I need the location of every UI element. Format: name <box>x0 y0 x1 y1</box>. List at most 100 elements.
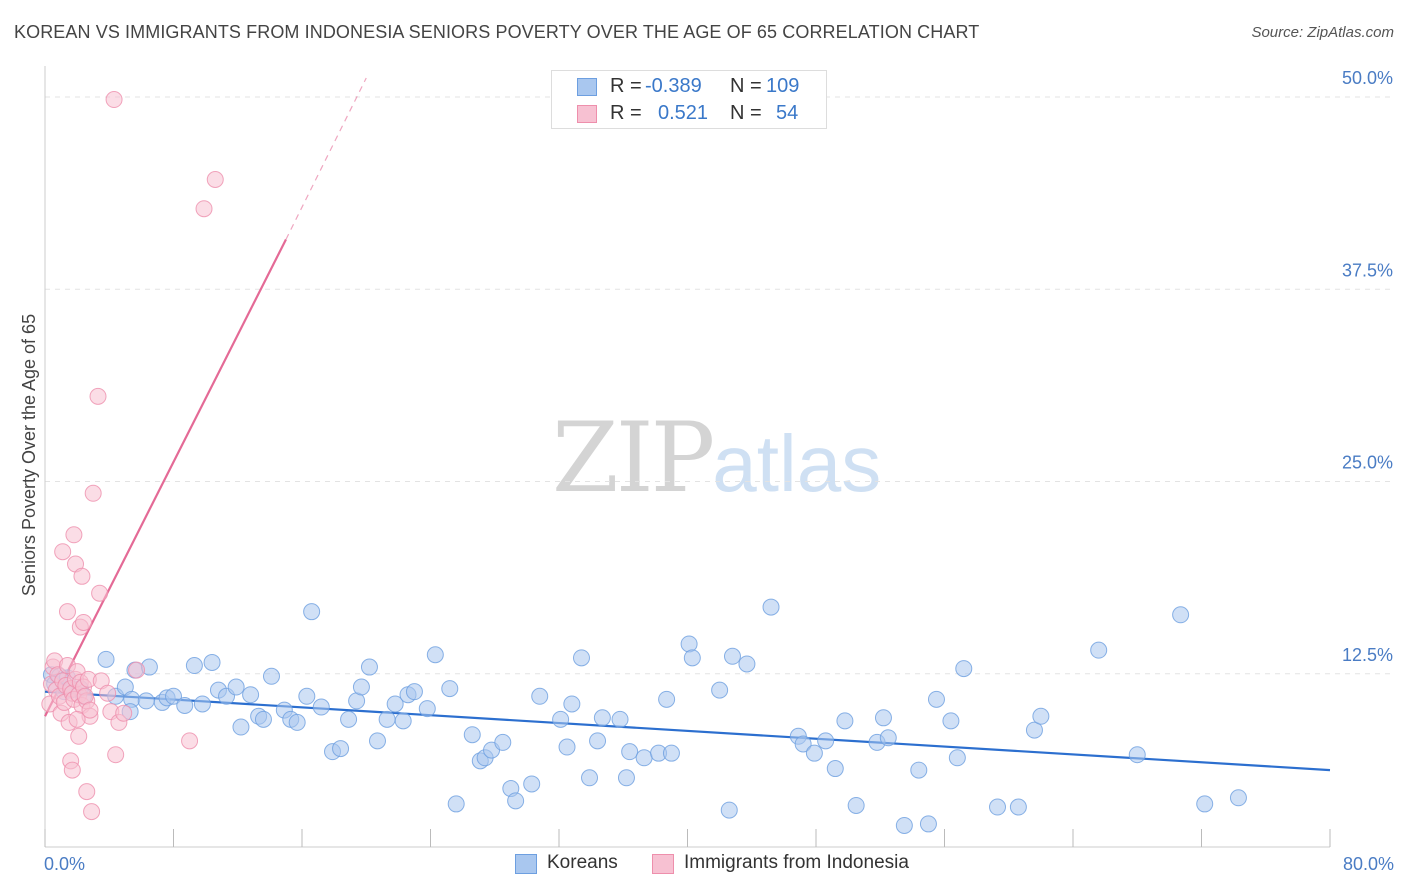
korean-trend-line <box>44 690 1331 772</box>
korean-point <box>463 726 481 744</box>
indonesia-trend-line <box>44 238 287 717</box>
korean-point <box>441 680 459 698</box>
koreans-legend-swatch <box>515 854 537 874</box>
koreans-swatch <box>577 78 597 96</box>
korean-point <box>340 710 358 728</box>
indonesia-point <box>81 701 99 719</box>
x-tick-label: 80.0% <box>1343 854 1394 874</box>
stats-row-indonesia: R = 0.521 N = 54 <box>552 101 826 127</box>
korean-point <box>426 646 444 664</box>
stats-row-koreans: R = -0.389 N = 109 <box>552 74 826 100</box>
y-axis-label: Seniors Poverty Over the Age of 65 <box>19 314 39 596</box>
indonesia-point <box>206 171 224 189</box>
indonesia-point <box>73 567 91 585</box>
y-tick-label: 50.0% <box>1342 68 1393 88</box>
korean-point <box>910 761 928 779</box>
korean-point <box>955 660 973 678</box>
korean-point <box>720 801 738 819</box>
korean-point <box>352 678 370 696</box>
korean-point <box>563 695 581 713</box>
korean-point <box>805 744 823 762</box>
indonesia-point <box>63 761 81 779</box>
indonesia-point <box>91 584 109 602</box>
korean-point <box>507 792 525 810</box>
indonesia-point <box>58 603 76 621</box>
korean-point <box>394 712 412 730</box>
korean-point <box>242 686 260 704</box>
korean-point <box>662 744 680 762</box>
indonesia-swatch <box>577 105 597 123</box>
korean-point <box>989 798 1007 816</box>
n-value: 109 <box>766 75 800 97</box>
korean-point <box>817 732 835 750</box>
korean-point <box>232 718 250 736</box>
watermark-atlas: atlas <box>712 419 882 508</box>
korean-point <box>447 795 465 813</box>
korean-point <box>611 710 629 728</box>
indonesia-point <box>128 661 146 679</box>
korean-point <box>847 796 865 814</box>
korean-point <box>1009 798 1027 816</box>
korean-point <box>386 695 404 713</box>
korean-point <box>879 729 897 747</box>
korean-point <box>298 687 316 705</box>
indonesia-point <box>89 387 107 405</box>
korean-point <box>826 760 844 778</box>
indonesia-point <box>65 526 83 544</box>
korean-point <box>552 710 570 728</box>
korean-point <box>621 743 639 761</box>
korean-point <box>193 695 211 713</box>
indonesia-point <box>195 200 213 218</box>
korean-point <box>762 598 780 616</box>
korean-point <box>1128 746 1146 764</box>
korean-point <box>658 690 676 708</box>
legend-label: Immigrants from Indonesia <box>684 852 909 873</box>
indonesia-legend-swatch <box>652 854 674 874</box>
korean-point <box>572 649 590 667</box>
indonesia-point <box>75 613 93 631</box>
korean-point <box>203 653 221 671</box>
indonesia-point <box>54 543 72 561</box>
korean-point <box>1032 707 1050 725</box>
indonesia-point <box>181 732 199 750</box>
indonesia-point <box>99 684 117 702</box>
indonesia-point <box>84 484 102 502</box>
korean-point <box>1196 795 1214 813</box>
chart-title: KOREAN VS IMMIGRANTS FROM INDONESIA SENI… <box>14 22 980 42</box>
korean-point <box>948 749 966 767</box>
korean-point <box>185 657 203 675</box>
korean-point <box>617 769 635 787</box>
korean-point <box>332 740 350 758</box>
r-value: -0.389 <box>645 75 702 97</box>
indonesia-trend-extension <box>285 77 367 240</box>
korean-point <box>227 678 245 696</box>
korean-point <box>927 690 945 708</box>
korean-point <box>312 698 330 716</box>
indonesia-point <box>107 746 125 764</box>
korean-point <box>97 650 115 668</box>
korean-point <box>494 733 512 751</box>
n-label: N = <box>730 102 762 124</box>
korean-point <box>288 713 306 731</box>
korean-point <box>523 775 541 793</box>
korean-point <box>723 647 741 665</box>
korean-point <box>942 712 960 730</box>
korean-point <box>738 655 756 673</box>
stats-box: R = -0.389 N = 109 R = 0.521 N = 54 <box>551 70 827 129</box>
korean-point <box>1229 789 1247 807</box>
korean-point <box>254 710 272 728</box>
y-tick-label: 37.5% <box>1342 260 1393 280</box>
y-tick-label: 12.5% <box>1342 645 1393 665</box>
korean-point <box>1025 721 1043 739</box>
korean-point <box>262 667 280 685</box>
korean-point <box>581 769 599 787</box>
grid-layer <box>45 96 1392 675</box>
watermark: ZIPatlas <box>552 402 881 514</box>
indonesia-point <box>78 783 96 801</box>
korean-point <box>418 700 436 718</box>
korean-point <box>405 683 423 701</box>
x-tick-label: 0.0% <box>44 854 85 874</box>
y-tick-label: 25.0% <box>1342 453 1393 473</box>
korean-point <box>378 710 396 728</box>
